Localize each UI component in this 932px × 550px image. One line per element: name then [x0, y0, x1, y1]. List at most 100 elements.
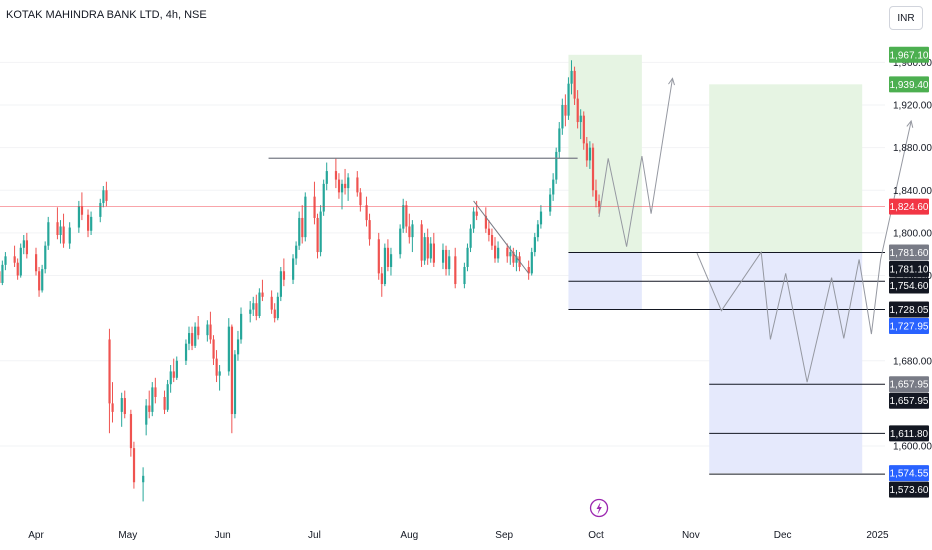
candle-body: [579, 115, 582, 123]
candle-body: [194, 326, 197, 346]
candle-body: [536, 224, 540, 238]
candle-body: [487, 228, 491, 236]
x-tick-label: Sep: [495, 530, 513, 541]
price-label-tag: [889, 301, 929, 318]
candle-body: [588, 147, 592, 161]
currency-button[interactable]: INR: [889, 6, 923, 30]
x-tick-label: May: [118, 530, 137, 541]
candle-body: [77, 206, 81, 228]
candle-body: [270, 296, 273, 310]
x-tick-label: Oct: [588, 530, 604, 541]
price-label-text: 1,727.95: [890, 322, 929, 333]
price-label-tag: [889, 465, 929, 482]
trend-line: [473, 200, 530, 274]
price-label-tag: [889, 198, 929, 215]
candle-body: [313, 196, 316, 218]
candle-body: [423, 237, 426, 261]
candle-body: [184, 343, 188, 361]
candle-body: [148, 405, 151, 412]
y-tick-label: 1,960.00: [893, 58, 932, 69]
price-label-text: 1,573.60: [890, 485, 929, 496]
candle-body: [227, 326, 230, 372]
candle-body: [105, 190, 108, 201]
drawn-lines: [0, 77, 914, 475]
candle-body: [233, 354, 237, 415]
candle-body: [301, 217, 304, 238]
candle-body: [344, 183, 347, 189]
candle-body: [230, 326, 234, 415]
position-zones: [568, 54, 863, 474]
candle-body: [279, 271, 282, 297]
candle-body: [166, 384, 169, 410]
candle-body: [276, 296, 279, 319]
projection-path-2-arrowhead: [906, 119, 914, 128]
candle-body: [411, 224, 414, 238]
candle-body: [356, 177, 359, 193]
candle-body: [16, 262, 19, 276]
candle-body: [80, 206, 84, 215]
position-2-target-zone: [709, 84, 863, 253]
candle-body: [325, 171, 328, 184]
candle-body: [576, 98, 579, 123]
candle-body: [197, 326, 200, 336]
candle-body: [454, 256, 457, 285]
candle-body: [515, 256, 518, 263]
position-1-target-zone: [568, 54, 642, 253]
candle-body: [334, 171, 338, 180]
candle-body: [215, 358, 218, 376]
candle-body: [585, 143, 588, 161]
candle-body: [212, 339, 215, 359]
candle-body: [432, 243, 435, 263]
price-label-text: 1,754.60: [890, 281, 929, 292]
candle-body: [506, 247, 509, 257]
price-label-text: 1,574.55: [890, 469, 929, 480]
candle-body: [530, 252, 533, 274]
candles: [0, 60, 601, 502]
candle-body: [359, 192, 362, 206]
candle-body: [129, 414, 133, 449]
candle-body: [582, 115, 585, 144]
candle-body: [441, 249, 445, 263]
candle-body: [512, 252, 515, 263]
x-tick-label: 2025: [866, 530, 889, 541]
candle-body: [298, 217, 301, 246]
x-tick-label: Jul: [308, 530, 321, 541]
candle-body: [209, 324, 212, 340]
y-tick-label: 1,920.00: [893, 101, 932, 112]
candle-body: [258, 292, 261, 316]
candle-body: [555, 151, 558, 180]
candle-body: [405, 205, 408, 227]
y-tick-label: 1,600.00: [893, 442, 932, 453]
candle-body: [497, 247, 500, 259]
x-tick-label: Dec: [774, 530, 792, 541]
candle-body: [99, 203, 102, 217]
x-tick-label: Aug: [400, 530, 418, 541]
candle-body: [598, 200, 601, 207]
candle-body: [87, 214, 90, 231]
candle-body: [377, 239, 380, 274]
candle-body: [4, 256, 7, 265]
candle-body: [90, 216, 93, 231]
candle-body: [206, 324, 209, 336]
candle-body: [19, 247, 22, 276]
price-label-tag: [889, 244, 929, 261]
price-label-tag: [889, 481, 929, 498]
candle-body: [13, 256, 16, 263]
candle-body: [169, 371, 172, 385]
price-labels: 1,967.10 1,939.40 1,824.60 1,781.60 1,781.10…: [889, 46, 929, 498]
candle-body: [341, 183, 344, 193]
price-label-text: 1,781.60: [890, 248, 929, 259]
price-label-tag: [889, 392, 929, 409]
candle-body: [426, 237, 429, 259]
event-icon-group: [589, 498, 609, 518]
price-label-tag: [889, 76, 929, 93]
candle-body: [533, 237, 536, 253]
price-label-tag: [889, 376, 929, 393]
price-label-text: 1,939.40: [890, 80, 929, 91]
candle-body: [347, 177, 350, 189]
candle-body: [304, 196, 307, 238]
price-label-text: 1,824.60: [890, 202, 929, 213]
candle-body: [552, 179, 555, 195]
candle-body: [591, 147, 595, 191]
